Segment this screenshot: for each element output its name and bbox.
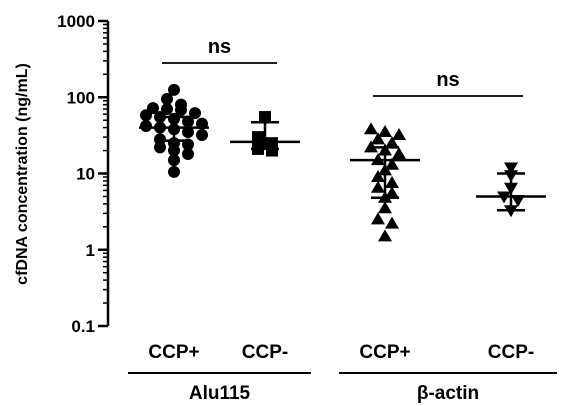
group-label: β-actin: [417, 383, 479, 404]
data-point-triangle-up: [378, 229, 392, 242]
data-point-circle: [168, 83, 180, 96]
x-axis: CCP+ CCP- CCP+ CCP- Alu115 β-actin: [128, 342, 557, 404]
data-point-triangle-up: [385, 136, 399, 149]
data-point-circle: [196, 128, 208, 141]
data-point-triangle-up: [371, 212, 385, 225]
data-point-triangle-up: [371, 169, 385, 182]
y-tick-label: 100: [67, 88, 95, 107]
data-point-triangle-up: [371, 180, 385, 193]
data-point-circle: [161, 103, 173, 116]
data-point-triangle-up: [392, 127, 406, 140]
data-point-triangle-up: [392, 147, 406, 160]
data-point-triangle-up: [385, 186, 399, 199]
data-point-square: [266, 144, 278, 157]
data-point-triangle-up: [385, 216, 399, 229]
category-label: CCP+: [359, 342, 410, 363]
data-point-circle: [140, 119, 152, 132]
group-label: Alu115: [189, 383, 251, 404]
data-series: [476, 162, 546, 218]
data-point-triangle-down: [504, 162, 518, 175]
y-axis-title: cfDNA concentration (ng/mL): [14, 63, 31, 285]
significance-label: ns: [208, 36, 231, 58]
y-tick-label: 0.1: [71, 317, 95, 336]
data-point-circle: [161, 92, 173, 105]
data-point-circle: [140, 109, 152, 122]
data-point-circle: [175, 104, 187, 117]
data-series: [350, 122, 420, 242]
y-tick-label: 1000: [57, 12, 95, 31]
data-point-square: [259, 111, 271, 124]
data-point-circle: [168, 165, 180, 178]
y-tick-label: 1: [86, 241, 95, 260]
y-axis: 0.1 1 10 100 1000: [57, 12, 110, 336]
plot-area: ns ns: [139, 36, 546, 242]
data-point-circle: [154, 141, 166, 154]
data-point-triangle-up: [378, 125, 392, 138]
data-point-circle: [182, 126, 194, 139]
data-point-triangle-up: [385, 176, 399, 189]
data-point-triangle-up: [385, 157, 399, 170]
category-label: CCP-: [488, 342, 534, 363]
data-point-circle: [189, 107, 201, 120]
category-label: CCP-: [242, 342, 288, 363]
y-tick-label: 10: [76, 165, 95, 184]
data-point-square: [252, 131, 264, 144]
data-point-triangle-down: [511, 194, 525, 207]
data-point-circle: [168, 144, 180, 157]
data-point-triangle-up: [378, 201, 392, 214]
data-point-triangle-up: [371, 132, 385, 145]
data-point-circle: [168, 154, 180, 167]
data-series: [230, 111, 300, 157]
category-label: CCP+: [148, 342, 199, 363]
data-point-circle: [182, 148, 194, 161]
data-series: [139, 83, 209, 178]
data-point-circle: [182, 115, 194, 128]
significance-label: ns: [436, 69, 459, 91]
data-point-triangle-up: [364, 122, 378, 135]
